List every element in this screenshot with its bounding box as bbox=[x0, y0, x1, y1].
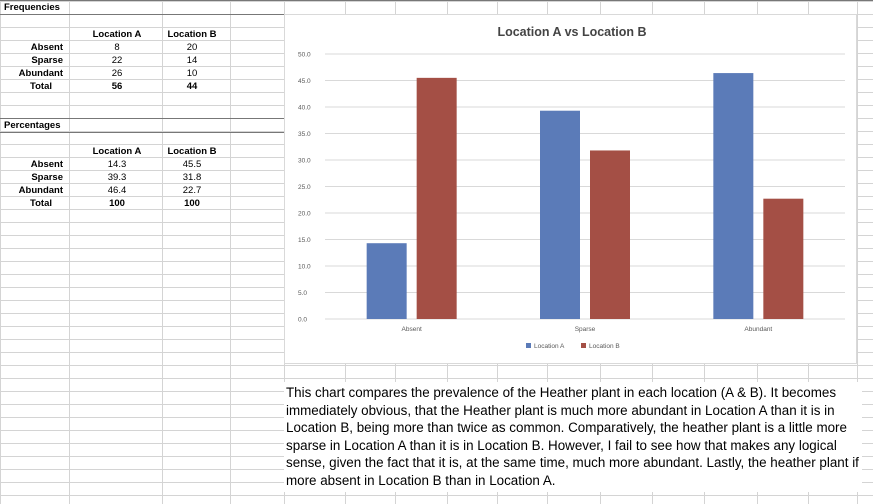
bar-location-a-sparse[interactable] bbox=[540, 110, 580, 320]
pct-header-location-b: Location B bbox=[167, 146, 217, 157]
pct-cell: 100 bbox=[184, 198, 200, 209]
pct-row-label: Sparse bbox=[31, 172, 63, 183]
y-tick-label: 0.0 bbox=[298, 317, 307, 324]
frequencies-title: Frequencies bbox=[4, 2, 60, 13]
pct-cell: 46.4 bbox=[107, 185, 127, 196]
freq-cell: 22 bbox=[111, 55, 123, 66]
bar-location-b-absent[interactable] bbox=[416, 77, 457, 319]
x-tick-label: Abundant bbox=[744, 326, 772, 333]
bar-location-a-absent[interactable] bbox=[366, 243, 407, 319]
freq-cell: 44 bbox=[186, 81, 198, 92]
x-tick-label: Sparse bbox=[575, 326, 596, 333]
freq-header-location-b: Location B bbox=[167, 29, 217, 40]
freq-row-label: Sparse bbox=[31, 55, 63, 66]
pct-header-location-a: Location A bbox=[92, 146, 142, 157]
legend-label: Location A bbox=[534, 343, 565, 350]
freq-cell: 8 bbox=[114, 42, 120, 53]
freq-header-location-a: Location A bbox=[92, 29, 142, 40]
x-tick-label: Absent bbox=[402, 326, 422, 333]
pct-cell: 45.5 bbox=[182, 159, 202, 170]
freq-cell: 26 bbox=[111, 68, 123, 79]
y-tick-label: 25.0 bbox=[298, 184, 311, 191]
chart-title: Location A vs Location B bbox=[497, 25, 646, 39]
y-tick-label: 45.0 bbox=[298, 78, 311, 85]
bar-chart: Location A vs Location B 0.0 5.0 10.0 15.0 2… bbox=[298, 25, 845, 350]
freq-row-label: Total bbox=[30, 81, 52, 92]
pct-cell: 100 bbox=[109, 198, 125, 209]
bar-location-a-abundant[interactable] bbox=[713, 73, 754, 319]
pct-row-label: Absent bbox=[30, 159, 63, 170]
y-tick-label: 15.0 bbox=[298, 237, 311, 244]
legend-swatch bbox=[526, 343, 531, 348]
freq-cell: 10 bbox=[186, 68, 198, 79]
y-tick-label: 30.0 bbox=[298, 158, 311, 165]
freq-row-label: Abundant bbox=[18, 68, 63, 79]
freq-cell: 56 bbox=[111, 81, 123, 92]
legend-swatch bbox=[581, 343, 586, 348]
pct-cell: 22.7 bbox=[182, 185, 202, 196]
pct-row-label: Abundant bbox=[18, 185, 63, 196]
bar-location-b-sparse[interactable] bbox=[590, 150, 630, 319]
percentages-title: Percentages bbox=[4, 120, 61, 131]
chart-object[interactable]: Location A vs Location B 0.0 5.0 10.0 15.0 2… bbox=[284, 14, 857, 364]
pct-cell: 39.3 bbox=[107, 172, 127, 183]
freq-row-label: Absent bbox=[30, 42, 63, 53]
freq-cell: 14 bbox=[186, 55, 198, 66]
y-tick-label: 5.0 bbox=[298, 290, 307, 297]
y-tick-label: 35.0 bbox=[298, 131, 311, 138]
freq-cell: 20 bbox=[186, 42, 198, 53]
pct-cell: 14.3 bbox=[107, 159, 127, 170]
commentary-text[interactable]: This chart compares the prevalence of th… bbox=[284, 382, 862, 492]
y-tick-label: 20.0 bbox=[298, 211, 311, 218]
y-tick-label: 10.0 bbox=[298, 264, 311, 271]
bar-location-b-abundant[interactable] bbox=[763, 198, 804, 319]
y-tick-label: 50.0 bbox=[298, 52, 311, 59]
y-tick-label: 40.0 bbox=[298, 105, 311, 112]
legend-label: Location B bbox=[589, 343, 620, 350]
pct-row-label: Total bbox=[30, 198, 52, 209]
pct-cell: 31.8 bbox=[182, 172, 202, 183]
